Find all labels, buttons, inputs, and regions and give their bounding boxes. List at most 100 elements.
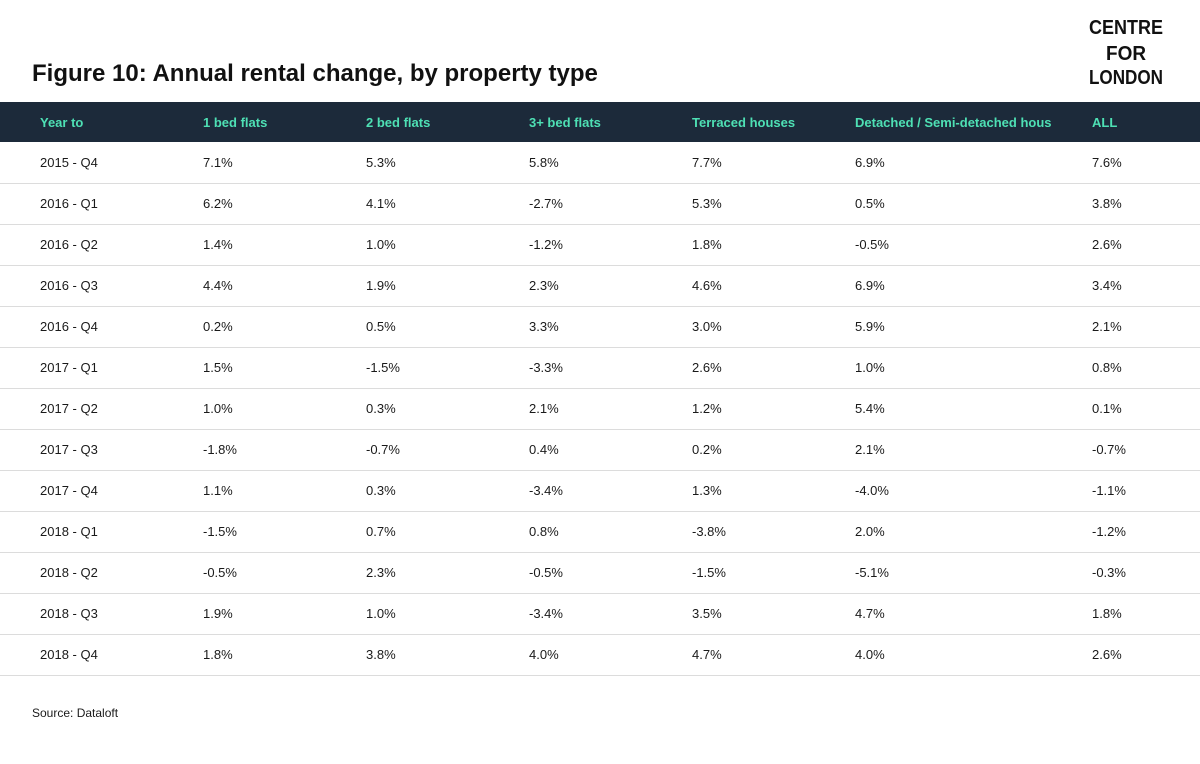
terraced-houses-cell: 1.3% — [692, 470, 855, 512]
terraced-houses-cell: 4.6% — [692, 265, 855, 307]
terraced-houses-cell: 4.7% — [692, 634, 855, 676]
two-bed-flats-cell: 0.7% — [366, 511, 529, 553]
detached-semi-detached-cell: 1.0% — [855, 347, 1092, 389]
detached-semi-detached-cell: -5.1% — [855, 552, 1092, 594]
three-plus-bed-flats-cell: 3.3% — [529, 306, 692, 348]
two-bed-flats-cell: 0.3% — [366, 388, 529, 430]
one-bed-flats-cell: 6.2% — [203, 183, 366, 225]
all-cell: 7.6% — [1092, 142, 1200, 184]
all-cell: 2.1% — [1092, 306, 1200, 348]
two-bed-flats-cell: 0.3% — [366, 470, 529, 512]
terraced-houses-cell: -1.5% — [692, 552, 855, 594]
two-bed-flats-cell: 1.9% — [366, 265, 529, 307]
table-row: 2017 - Q4 1.1% 0.3% -3.4% 1.3% -4.0% -1.1% — [0, 470, 1200, 512]
detached-semi-detached-cell: 0.5% — [855, 183, 1092, 225]
terraced-houses-cell: 2.6% — [692, 347, 855, 389]
table-row: 2018 - Q4 1.8% 3.8% 4.0% 4.7% 4.0% 2.6% — [0, 634, 1200, 676]
year-to-cell: 2017 - Q2 — [0, 388, 203, 430]
terraced-houses-cell: 3.0% — [692, 306, 855, 348]
terraced-houses-cell: 0.2% — [692, 429, 855, 471]
three-plus-bed-flats-cell: -3.4% — [529, 593, 692, 635]
detached-semi-detached-cell: 6.9% — [855, 265, 1092, 307]
table-row: 2018 - Q2 -0.5% 2.3% -0.5% -1.5% -5.1% -0.3% — [0, 552, 1200, 594]
two-bed-flats-cell: 3.8% — [366, 634, 529, 676]
column-header-detached-semi-detached: Detached / Semi-detached hous — [855, 114, 1052, 130]
two-bed-flats-cell: -1.5% — [366, 347, 529, 389]
one-bed-flats-cell: -1.8% — [203, 429, 366, 471]
two-bed-flats-cell: 2.3% — [366, 552, 529, 594]
table-row: 2017 - Q1 1.5% -1.5% -3.3% 2.6% 1.0% 0.8% — [0, 347, 1200, 389]
column-header-3-plus-bed-flats: 3+ bed flats — [529, 114, 601, 130]
column-header-year-to: Year to — [40, 114, 84, 130]
table-header: Year to 1 bed flats 2 bed flats 3+ bed f… — [0, 102, 1200, 142]
one-bed-flats-cell: -1.5% — [203, 511, 366, 553]
figure-title: Figure 10: Annual rental change, by prop… — [32, 60, 598, 87]
three-plus-bed-flats-cell: -0.5% — [529, 552, 692, 594]
one-bed-flats-cell: 1.9% — [203, 593, 366, 635]
column-header-1-bed-flats: 1 bed flats — [203, 114, 268, 130]
three-plus-bed-flats-cell: -3.3% — [529, 347, 692, 389]
logo-line-centre: CENTRE — [1089, 17, 1163, 39]
one-bed-flats-cell: 1.8% — [203, 634, 366, 676]
three-plus-bed-flats-cell: 2.3% — [529, 265, 692, 307]
table-row: 2017 - Q2 1.0% 0.3% 2.1% 1.2% 5.4% 0.1% — [0, 388, 1200, 430]
table-row: 2017 - Q3 -1.8% -0.7% 0.4% 0.2% 2.1% -0.7% — [0, 429, 1200, 471]
centre-for-london-logo: CENTRE FOR LONDON — [1086, 10, 1166, 90]
table-row: 2018 - Q1 -1.5% 0.7% 0.8% -3.8% 2.0% -1.2% — [0, 511, 1200, 553]
all-cell: 0.1% — [1092, 388, 1200, 430]
table-row: 2016 - Q1 6.2% 4.1% -2.7% 5.3% 0.5% 3.8% — [0, 183, 1200, 225]
column-header-all: ALL — [1092, 114, 1118, 130]
two-bed-flats-cell: -0.7% — [366, 429, 529, 471]
column-header-terraced-houses: Terraced houses — [692, 114, 796, 130]
year-to-cell: 2016 - Q4 — [0, 306, 203, 348]
logo-line-for: FOR — [1106, 43, 1147, 65]
three-plus-bed-flats-cell: 0.8% — [529, 511, 692, 553]
detached-semi-detached-cell: 5.4% — [855, 388, 1092, 430]
one-bed-flats-cell: -0.5% — [203, 552, 366, 594]
rental-change-table: Year to 1 bed flats 2 bed flats 3+ bed f… — [0, 102, 1200, 676]
year-to-cell: 2016 - Q2 — [0, 224, 203, 266]
three-plus-bed-flats-cell: -3.4% — [529, 470, 692, 512]
terraced-houses-cell: 3.5% — [692, 593, 855, 635]
detached-semi-detached-cell: 2.0% — [855, 511, 1092, 553]
one-bed-flats-cell: 7.1% — [203, 142, 366, 184]
all-cell: -0.7% — [1092, 429, 1200, 471]
detached-semi-detached-cell: 6.9% — [855, 142, 1092, 184]
year-to-cell: 2018 - Q3 — [0, 593, 203, 635]
two-bed-flats-cell: 1.0% — [366, 224, 529, 266]
one-bed-flats-cell: 1.0% — [203, 388, 366, 430]
two-bed-flats-cell: 4.1% — [366, 183, 529, 225]
three-plus-bed-flats-cell: -2.7% — [529, 183, 692, 225]
one-bed-flats-cell: 1.1% — [203, 470, 366, 512]
table-row: 2016 - Q4 0.2% 0.5% 3.3% 3.0% 5.9% 2.1% — [0, 306, 1200, 348]
two-bed-flats-cell: 5.3% — [366, 142, 529, 184]
terraced-houses-cell: 5.3% — [692, 183, 855, 225]
one-bed-flats-cell: 1.4% — [203, 224, 366, 266]
logo-wordmark: CENTRE FOR LONDON — [1089, 17, 1163, 89]
all-cell: 2.6% — [1092, 224, 1200, 266]
three-plus-bed-flats-cell: 2.1% — [529, 388, 692, 430]
terraced-houses-cell: -3.8% — [692, 511, 855, 553]
three-plus-bed-flats-cell: -1.2% — [529, 224, 692, 266]
detached-semi-detached-cell: -0.5% — [855, 224, 1092, 266]
year-to-cell: 2017 - Q3 — [0, 429, 203, 471]
two-bed-flats-cell: 1.0% — [366, 593, 529, 635]
table-row: 2016 - Q3 4.4% 1.9% 2.3% 4.6% 6.9% 3.4% — [0, 265, 1200, 307]
all-cell: 3.8% — [1092, 183, 1200, 225]
table-row: 2018 - Q3 1.9% 1.0% -3.4% 3.5% 4.7% 1.8% — [0, 593, 1200, 635]
one-bed-flats-cell: 1.5% — [203, 347, 366, 389]
all-cell: 2.6% — [1092, 634, 1200, 676]
logo-line-london: LONDON — [1089, 67, 1163, 89]
three-plus-bed-flats-cell: 4.0% — [529, 634, 692, 676]
header-row: Year to 1 bed flats 2 bed flats 3+ bed f… — [0, 102, 1200, 142]
detached-semi-detached-cell: 2.1% — [855, 429, 1092, 471]
all-cell: -0.3% — [1092, 552, 1200, 594]
one-bed-flats-cell: 0.2% — [203, 306, 366, 348]
table-row: 2016 - Q2 1.4% 1.0% -1.2% 1.8% -0.5% 2.6% — [0, 224, 1200, 266]
all-cell: 3.4% — [1092, 265, 1200, 307]
year-to-cell: 2017 - Q4 — [0, 470, 203, 512]
three-plus-bed-flats-cell: 0.4% — [529, 429, 692, 471]
all-cell: -1.2% — [1092, 511, 1200, 553]
year-to-cell: 2018 - Q1 — [0, 511, 203, 553]
two-bed-flats-cell: 0.5% — [366, 306, 529, 348]
